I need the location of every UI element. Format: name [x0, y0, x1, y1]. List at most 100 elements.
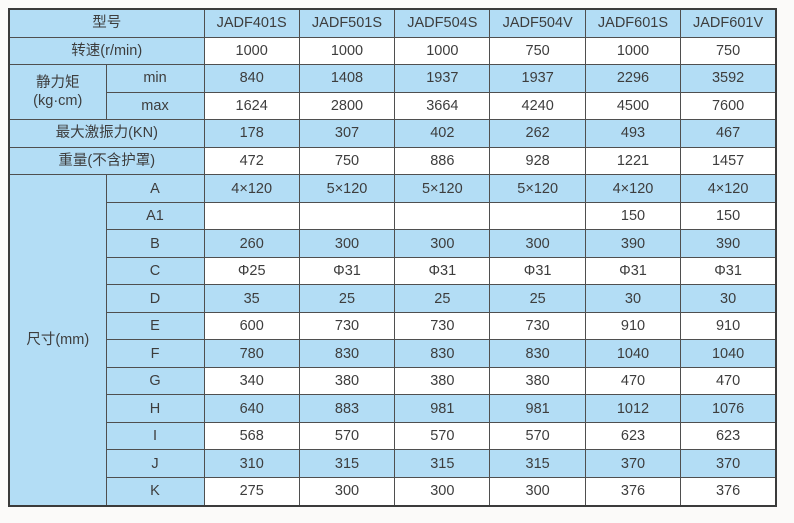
- value-cell: 25: [298, 284, 396, 313]
- value-cell: 380: [489, 366, 586, 396]
- value-cell: 750: [680, 36, 777, 66]
- value-cell: 5×120: [394, 174, 491, 203]
- value-cell: 370: [584, 449, 682, 478]
- value-cell: 150: [680, 201, 777, 231]
- value-cell: [394, 201, 491, 231]
- value-cell: 840: [203, 64, 300, 93]
- value-cell: 1221: [584, 146, 682, 176]
- value-cell: 3664: [394, 91, 491, 121]
- row-label: 最大激振力(KN): [8, 119, 205, 148]
- table-row: B 260 300 300 300 390 390: [9, 229, 777, 258]
- value-cell: 30: [584, 284, 682, 313]
- value-cell: 402: [394, 119, 491, 148]
- table-row: G 340 380 380 380 470 470: [9, 366, 777, 396]
- group-label: 尺寸(mm): [8, 174, 107, 507]
- value-cell: 780: [203, 339, 300, 368]
- model-name-cell: JADF501S: [298, 8, 396, 38]
- table-row: 尺寸(mm) A 4×120 5×120 5×120 5×120 4×120 4×120: [8, 174, 777, 507]
- value-cell: 570: [298, 421, 396, 451]
- value-cell: 315: [489, 449, 586, 478]
- model-name-cell: JADF401S: [203, 8, 300, 38]
- value-cell: 300: [298, 229, 396, 258]
- value-cell: 1000: [394, 36, 491, 66]
- value-cell: 4×120: [203, 174, 300, 203]
- value-cell: 260: [203, 229, 300, 258]
- value-cell: 262: [489, 119, 586, 148]
- group-label: 静力矩 (kg·cm): [8, 64, 107, 121]
- value-cell: 623: [584, 421, 682, 451]
- value-cell: 275: [203, 477, 300, 507]
- header-row: 型号 JADF401S JADF501S JADF504S JADF504V JADF60…: [8, 8, 777, 38]
- value-cell: 5×120: [298, 174, 396, 203]
- value-cell: 390: [680, 229, 777, 258]
- value-cell: 730: [394, 311, 491, 341]
- sub-label: E: [105, 311, 205, 341]
- value-cell: Φ25: [203, 256, 300, 286]
- value-cell: 910: [584, 311, 682, 341]
- model-name-cell: JADF504V: [489, 8, 586, 38]
- value-cell: 4×120: [680, 174, 777, 203]
- value-cell: 4500: [584, 91, 682, 121]
- value-cell: [298, 201, 396, 231]
- model-header-label: 型号: [8, 8, 205, 38]
- value-cell: 1076: [680, 394, 777, 423]
- value-cell: 600: [203, 311, 300, 341]
- model-name-cell: JADF601V: [680, 8, 777, 38]
- value-cell: 493: [584, 119, 682, 148]
- table-row: 最大激振力(KN) 178 307 402 262 493 467: [8, 119, 777, 148]
- sub-label: A1: [105, 201, 205, 231]
- value-cell: 1937: [489, 64, 586, 93]
- value-cell: 470: [680, 366, 777, 396]
- sub-label: min: [105, 64, 205, 93]
- value-cell: 5×120: [489, 174, 586, 203]
- value-cell: Φ31: [584, 256, 682, 286]
- sub-label: G: [105, 366, 205, 396]
- table-row: C Φ25 Φ31 Φ31 Φ31 Φ31 Φ31: [9, 256, 777, 286]
- table-row: A1 150 150: [9, 201, 777, 231]
- sub-label: F: [105, 339, 205, 368]
- value-cell: 830: [394, 339, 491, 368]
- sub-label: D: [105, 284, 205, 313]
- table-row: D 35 25 25 25 30 30: [9, 284, 777, 313]
- table-row: F 780 830 830 830 1040 1040: [9, 339, 777, 368]
- value-cell: 376: [680, 477, 777, 507]
- value-cell: 300: [394, 229, 491, 258]
- value-cell: 307: [298, 119, 396, 148]
- value-cell: 910: [680, 311, 777, 341]
- value-cell: Φ31: [298, 256, 396, 286]
- value-cell: 1000: [584, 36, 682, 66]
- value-cell: 4×120: [584, 174, 682, 203]
- table-row: 重量(不含护罩) 472 750 886 928 1221 1457: [8, 146, 777, 176]
- value-cell: 178: [203, 119, 300, 148]
- model-name-cell: JADF504S: [394, 8, 491, 38]
- value-cell: 380: [394, 366, 491, 396]
- value-cell: 150: [584, 201, 682, 231]
- value-cell: 981: [489, 394, 586, 423]
- value-cell: 300: [298, 477, 396, 507]
- value-cell: Φ31: [489, 256, 586, 286]
- value-cell: 300: [489, 229, 586, 258]
- value-cell: 1040: [680, 339, 777, 368]
- value-cell: 4240: [489, 91, 586, 121]
- value-cell: 1040: [584, 339, 682, 368]
- value-cell: 730: [489, 311, 586, 341]
- value-cell: 830: [489, 339, 586, 368]
- sub-label: H: [105, 394, 205, 423]
- table-row: H 640 883 981 981 1012 1076: [9, 394, 777, 423]
- value-cell: Φ31: [680, 256, 777, 286]
- value-cell: 750: [489, 36, 586, 66]
- value-cell: 470: [584, 366, 682, 396]
- value-cell: 623: [680, 421, 777, 451]
- value-cell: 3592: [680, 64, 777, 93]
- value-cell: 472: [203, 146, 300, 176]
- value-cell: 568: [203, 421, 300, 451]
- value-cell: 2296: [584, 64, 682, 93]
- value-cell: 570: [489, 421, 586, 451]
- value-cell: 30: [680, 284, 777, 313]
- value-cell: [489, 201, 586, 231]
- sub-label: A: [105, 174, 205, 203]
- table-row: J 310 315 315 315 370 370: [9, 449, 777, 478]
- value-cell: 1624: [203, 91, 300, 121]
- value-cell: 380: [298, 366, 396, 396]
